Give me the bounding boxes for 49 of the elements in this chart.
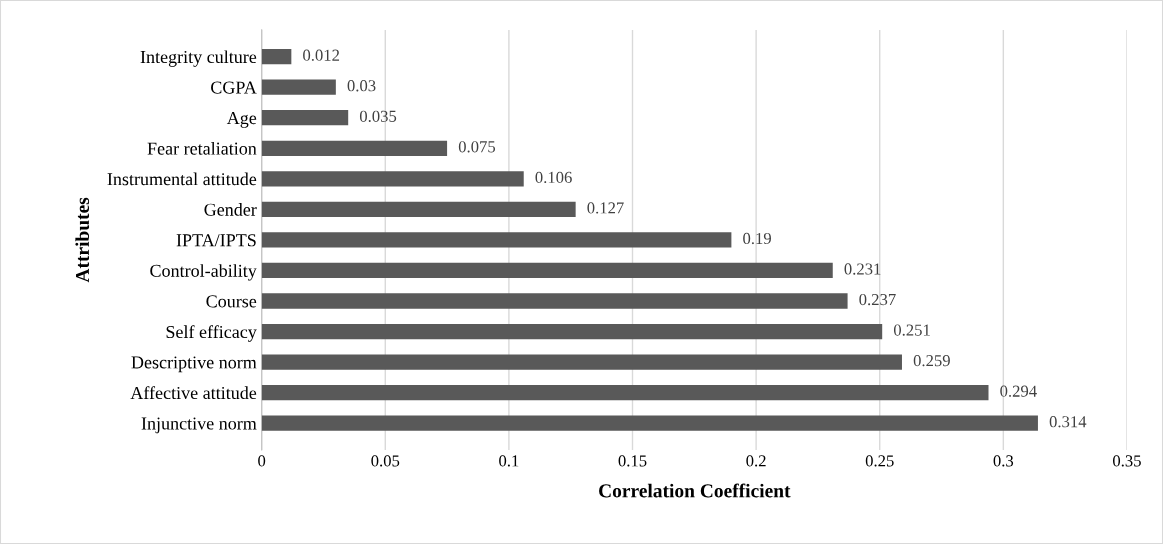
data-label: 0.259 bbox=[913, 355, 950, 367]
bar bbox=[261, 262, 833, 279]
data-label: 0.035 bbox=[359, 110, 397, 122]
bar bbox=[261, 49, 292, 65]
y-tick-label: Injunctive norm bbox=[141, 417, 257, 434]
data-label: 0.03 bbox=[347, 80, 376, 92]
y-tick-label: CGPA bbox=[211, 81, 257, 94]
data-label: 0.237 bbox=[859, 293, 896, 306]
data-label: 0.294 bbox=[1000, 385, 1037, 397]
data-label: 0.106 bbox=[535, 171, 572, 184]
y-tick-label: Fear retaliation bbox=[147, 142, 257, 155]
bar bbox=[261, 415, 1038, 431]
data-label: 0.231 bbox=[844, 263, 881, 275]
bar bbox=[261, 171, 524, 187]
x-tick-label: 0.15 bbox=[618, 455, 647, 467]
x-tick-label: 0.35 bbox=[1113, 455, 1141, 467]
x-tick-label: 0.25 bbox=[865, 455, 894, 467]
x-axis-title: Correlation Coefficient bbox=[599, 483, 791, 498]
y-tick-label: Age bbox=[226, 112, 257, 128]
y-axis-title: Attributes bbox=[75, 197, 90, 283]
data-label: 0.012 bbox=[303, 49, 340, 61]
y-tick-label: IPTA/IPTS bbox=[176, 234, 256, 247]
y-tick-label: Instrumental attitude bbox=[107, 172, 257, 186]
bar bbox=[261, 79, 336, 95]
data-label: 0.127 bbox=[587, 202, 624, 214]
bar bbox=[261, 140, 448, 156]
x-tick-label: 0.1 bbox=[499, 455, 519, 467]
bar bbox=[261, 323, 883, 340]
x-tick-label: 0 bbox=[258, 455, 266, 467]
data-label: 0.19 bbox=[743, 232, 771, 245]
bar bbox=[261, 110, 349, 126]
data-label: 0.251 bbox=[893, 324, 930, 336]
data-label: 0.314 bbox=[1049, 416, 1087, 428]
y-tick-label: Gender bbox=[204, 203, 257, 216]
bar bbox=[261, 354, 902, 370]
y-tick-label: Control-ability bbox=[150, 264, 257, 281]
x-tick-label: 0.3 bbox=[993, 455, 1014, 467]
x-tick-label: 0.2 bbox=[746, 455, 766, 467]
bar bbox=[261, 293, 848, 309]
x-tick-label: 0.05 bbox=[371, 455, 400, 467]
y-tick-label: Integrity culture bbox=[140, 50, 257, 67]
y-tick-label: Affective attitude bbox=[130, 386, 257, 400]
bar bbox=[261, 201, 576, 217]
y-tick-label: Course bbox=[206, 295, 257, 308]
bar bbox=[261, 232, 732, 248]
data-label: 0.075 bbox=[458, 141, 496, 153]
y-tick-label: Descriptive norm bbox=[131, 356, 257, 373]
bar bbox=[261, 384, 989, 401]
y-tick-label: Self efficacy bbox=[166, 325, 257, 342]
